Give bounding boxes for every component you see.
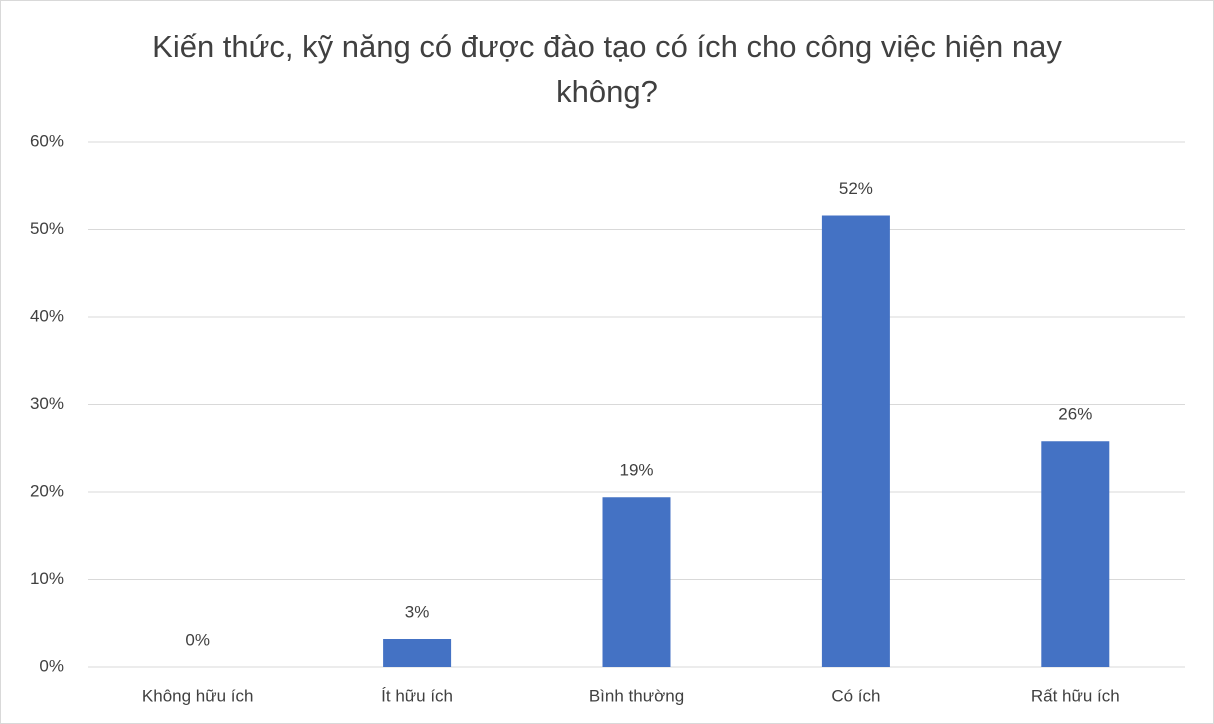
y-tick-label: 0% <box>39 656 64 675</box>
bar <box>383 639 452 667</box>
data-label: 0% <box>185 630 210 649</box>
y-tick-label: 50% <box>30 219 64 238</box>
y-tick-label: 40% <box>30 306 64 325</box>
bar <box>821 215 890 667</box>
bar <box>1041 441 1110 667</box>
data-label: 26% <box>1058 405 1092 424</box>
x-tick-label: Bình thường <box>589 686 684 705</box>
y-tick-label: 60% <box>30 131 64 150</box>
data-label: 3% <box>405 602 430 621</box>
y-tick-label: 30% <box>30 394 64 413</box>
data-label: 52% <box>839 179 873 198</box>
x-tick-label: Ít hữu ích <box>381 686 453 705</box>
y-tick-label: 20% <box>30 481 64 500</box>
y-tick-label: 10% <box>30 569 64 588</box>
x-tick-label: Không hữu ích <box>142 686 254 705</box>
x-tick-label: Rất hữu ích <box>1031 686 1120 705</box>
data-label: 19% <box>619 461 653 480</box>
chart-title: Kiến thức, kỹ năng có được đào tạo có íc… <box>152 29 1062 109</box>
x-tick-label: Có ích <box>831 686 880 705</box>
bar <box>602 497 671 667</box>
